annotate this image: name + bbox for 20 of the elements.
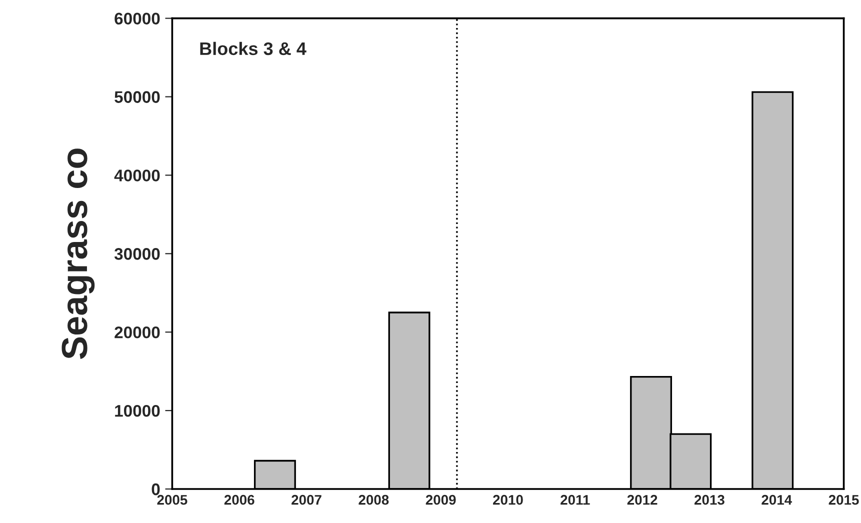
x-tick-label: 2013 [694,494,724,505]
y-tick-label: 10000 [115,404,160,417]
y-tick-label: 30000 [114,248,160,260]
x-tick-label: 2014 [762,494,792,505]
y-tick-label: 40000 [114,170,160,182]
x-tick-label: 2009 [426,494,456,505]
annotation: Blocks 3 & 4 [200,42,306,56]
y-axis-title: Seagrass co [62,148,95,360]
x-tick-label: 2005 [157,494,188,505]
y-tick-label: 50000 [114,91,160,103]
y-tick-label: 60000 [114,12,160,25]
x-tick-label: 2007 [292,494,322,505]
x-tick-label: 2015 [828,494,859,505]
y-tick-label: 20000 [114,326,160,338]
x-tick-label: 2012 [627,494,658,505]
x-tick-label: 2011 [560,494,590,505]
y-tick-label: 0 [152,483,160,496]
x-tick-label: 2006 [224,494,254,505]
x-tick-label: 2008 [358,494,389,505]
x-tick-label: 2010 [493,494,523,505]
